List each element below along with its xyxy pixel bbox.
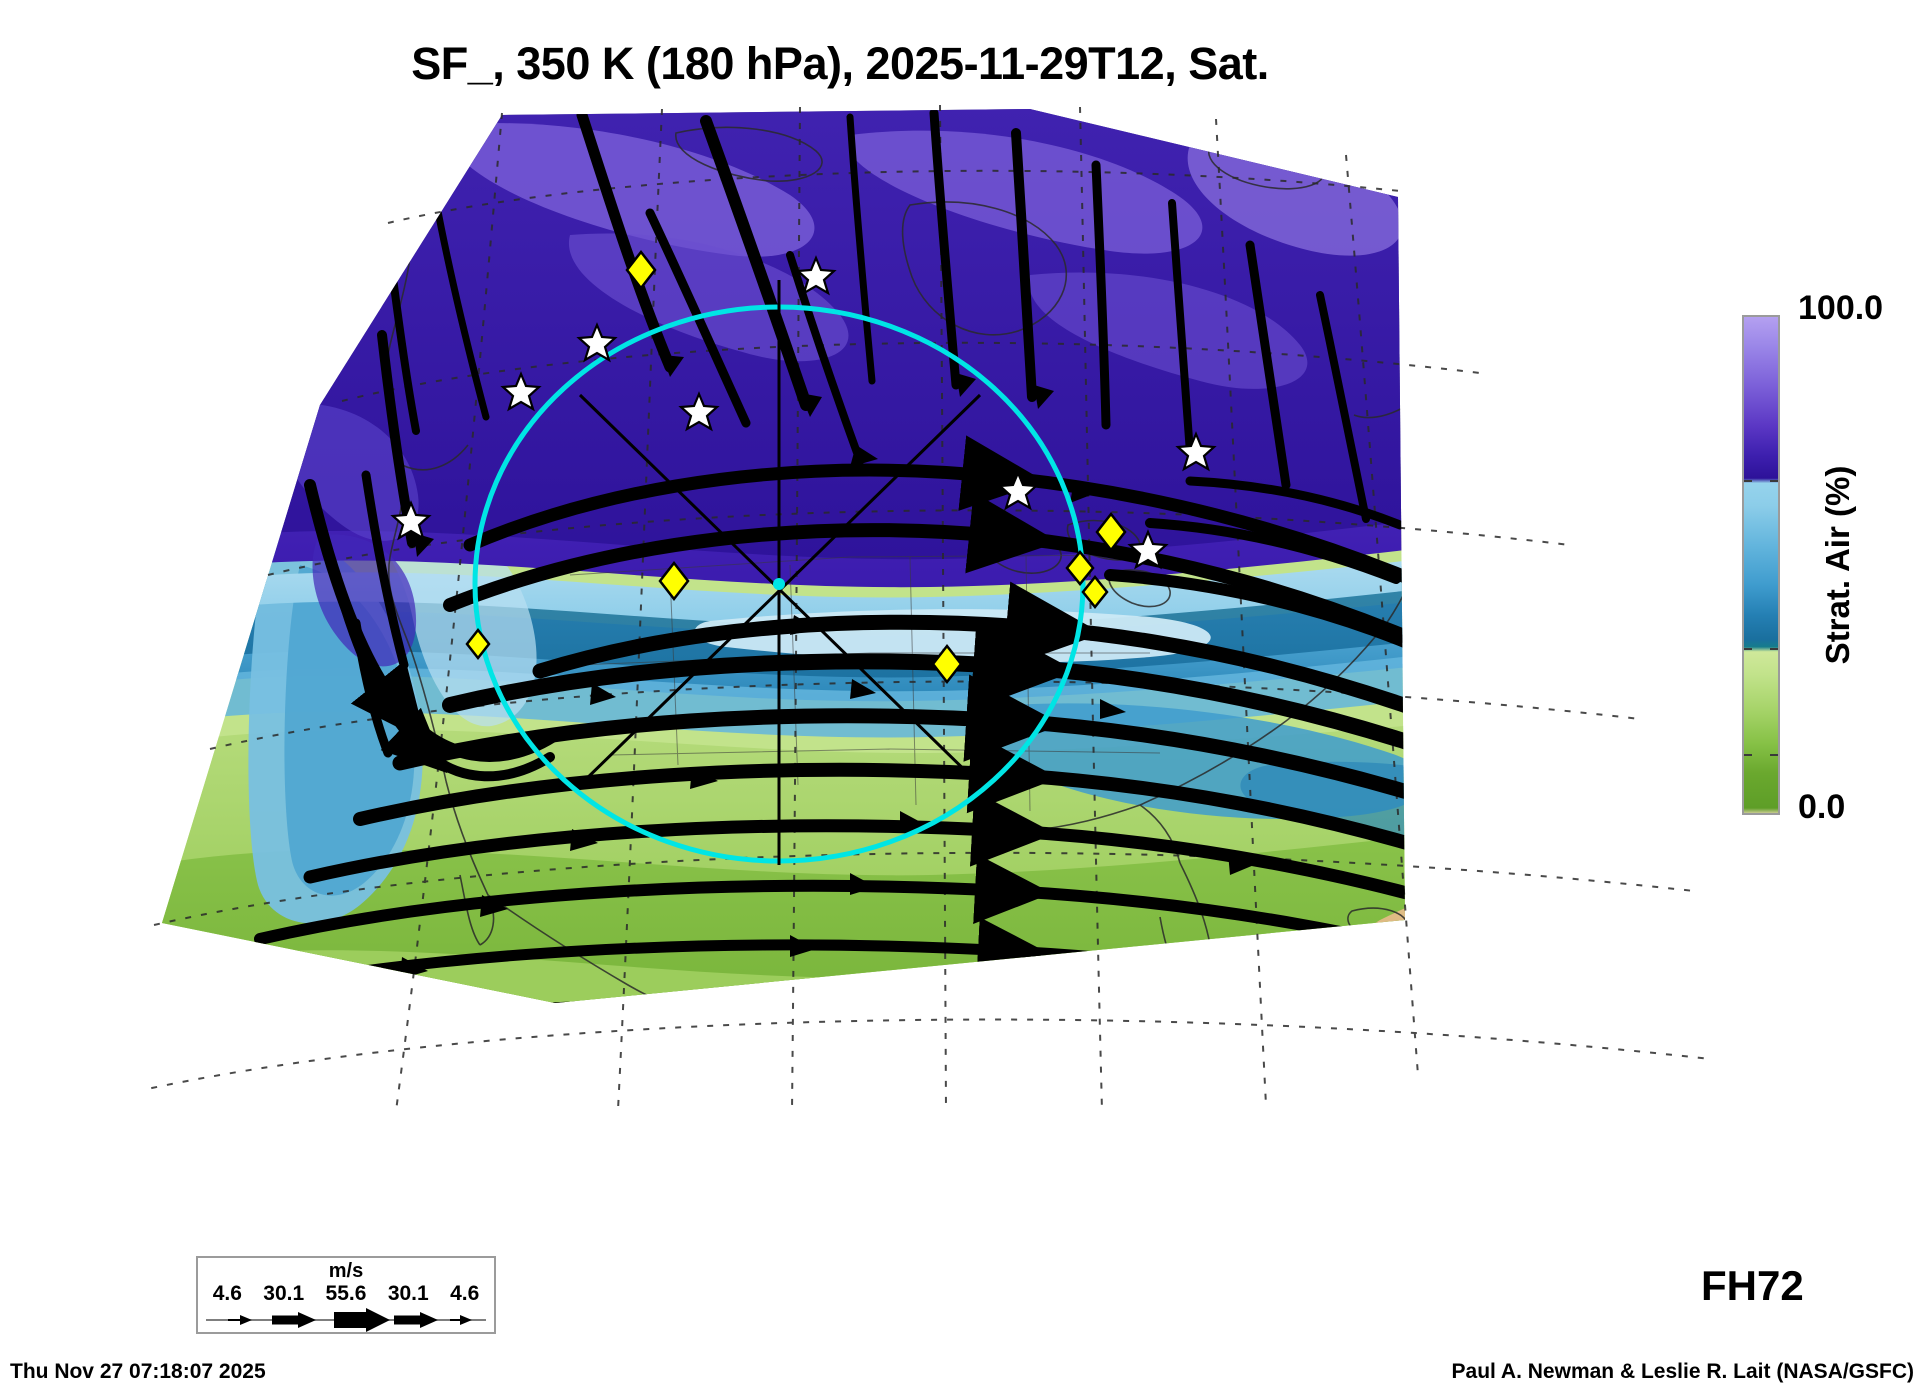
- wind-legend-value: 4.6: [212, 1282, 242, 1305]
- diamond-marker[interactable]: [1095, 511, 1127, 553]
- star-marker[interactable]: [390, 500, 432, 541]
- center-point: [773, 578, 785, 590]
- star-marker[interactable]: [1175, 431, 1217, 472]
- author-credit: Paul A. Newman & Leslie R. Lait (NASA/GS…: [1451, 1360, 1914, 1383]
- colorbar: 100.0 0.0 Strat. Air (%): [1742, 289, 1926, 826]
- diamond-marker[interactable]: [1081, 574, 1109, 610]
- wind-legend-values: 4.6 30.1 55.6 30.1 4.6: [198, 1282, 494, 1306]
- diamond-marker[interactable]: [625, 249, 657, 291]
- diamond-markers-layer[interactable]: [465, 249, 1127, 685]
- star-marker[interactable]: [997, 470, 1039, 511]
- wind-legend-value: 30.1: [263, 1282, 305, 1305]
- wind-legend-value: 30.1: [387, 1282, 429, 1305]
- wind-legend-value: 55.6: [325, 1282, 367, 1305]
- wind-speed-legend: m/s 4.6 30.1 55.6 30.1 4.6: [196, 1256, 496, 1334]
- colorbar-max-label: 100.0: [1798, 289, 1884, 327]
- page-title: SF_, 350 K (180 hPa), 2025-11-29T12, Sat…: [411, 38, 1269, 89]
- diamond-marker[interactable]: [658, 560, 690, 602]
- star-marker[interactable]: [500, 371, 542, 412]
- wind-legend-units-label: m/s: [328, 1260, 364, 1282]
- diamond-marker[interactable]: [465, 627, 491, 661]
- forecast-hour-label: FH72: [1701, 1262, 1804, 1309]
- star-marker[interactable]: [1127, 529, 1169, 570]
- star-marker[interactable]: [576, 322, 618, 363]
- generation-timestamp: Thu Nov 27 07:18:07 2025: [10, 1360, 266, 1383]
- colorbar-gradient: [1742, 315, 1780, 815]
- star-marker[interactable]: [678, 391, 720, 432]
- center-crosshair: [578, 280, 982, 865]
- wind-legend-value: 4.6: [450, 1282, 480, 1305]
- wind-legend-arrow-scale: [206, 1308, 486, 1332]
- diamond-marker[interactable]: [1065, 550, 1095, 586]
- colorbar-axis-label: Strat. Air (%): [1819, 465, 1856, 665]
- diamond-marker[interactable]: [931, 643, 963, 685]
- star-markers-layer[interactable]: [390, 255, 1217, 570]
- star-marker[interactable]: [795, 255, 837, 296]
- map-panel[interactable]: [150, 105, 1710, 1115]
- colorbar-min-label: 0.0: [1798, 788, 1846, 826]
